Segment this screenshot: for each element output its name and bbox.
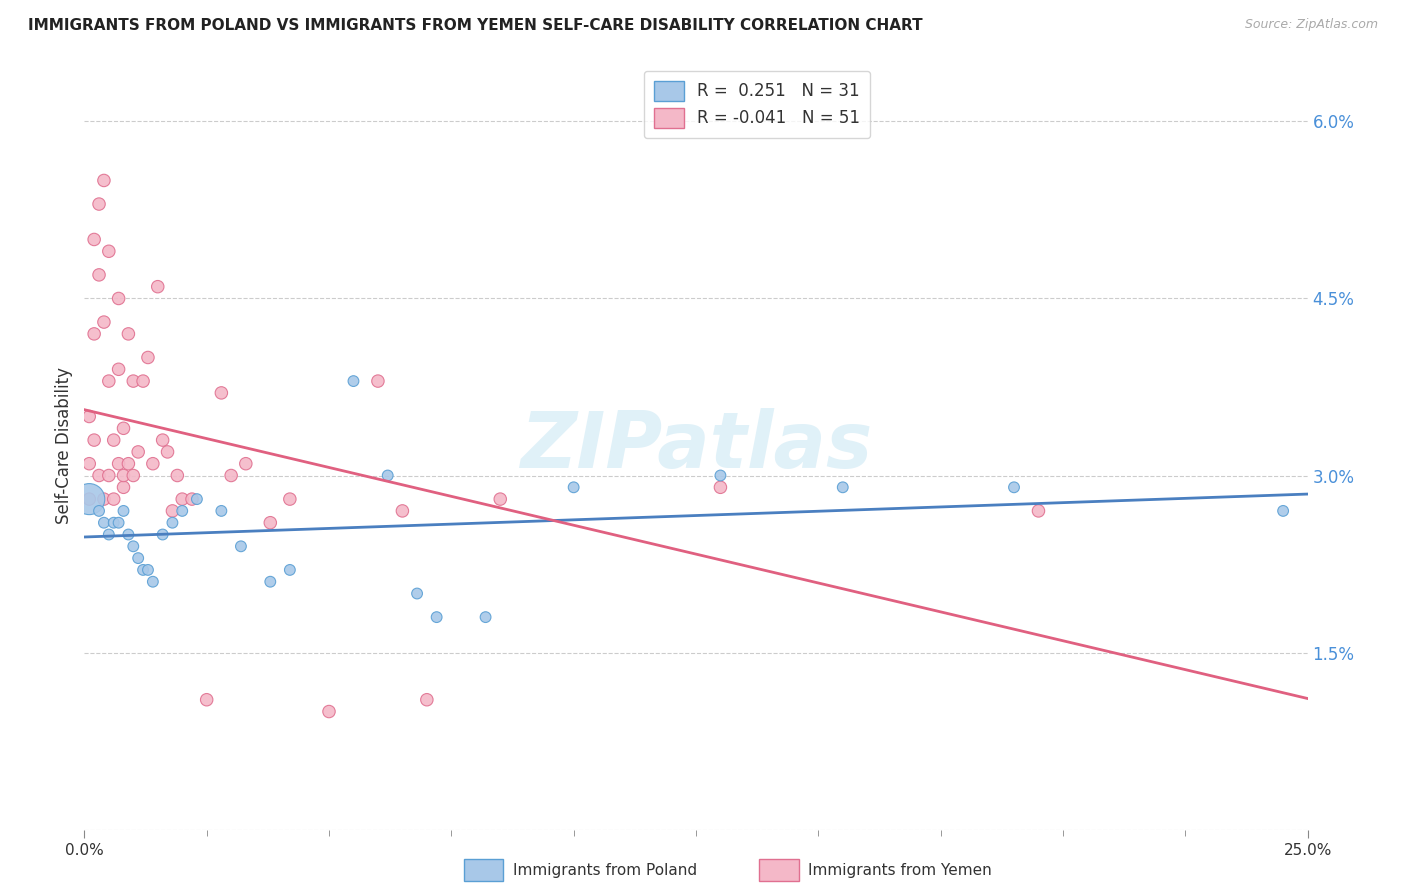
Point <box>152 433 174 447</box>
Point <box>342 374 364 388</box>
Point <box>229 539 252 553</box>
Text: Immigrants from Yemen: Immigrants from Yemen <box>808 863 993 878</box>
Point <box>87 197 110 211</box>
Point <box>87 268 110 282</box>
Point <box>77 409 100 424</box>
Point <box>1028 504 1050 518</box>
Point <box>156 445 179 459</box>
Point <box>127 551 149 566</box>
Point <box>172 492 194 507</box>
Point <box>172 504 194 518</box>
Point <box>122 468 145 483</box>
Point <box>122 539 145 553</box>
Point <box>406 586 429 600</box>
Point <box>259 516 281 530</box>
Point <box>146 279 169 293</box>
Point <box>112 468 135 483</box>
Point <box>103 433 125 447</box>
Point <box>377 468 399 483</box>
Text: Source: ZipAtlas.com: Source: ZipAtlas.com <box>1244 18 1378 31</box>
Point <box>166 468 188 483</box>
Point <box>93 173 115 187</box>
Point <box>562 480 585 494</box>
Point <box>132 374 155 388</box>
Point <box>162 516 184 530</box>
Text: ZIPatlas: ZIPatlas <box>520 408 872 484</box>
Point <box>103 516 125 530</box>
Point <box>474 610 496 624</box>
Point <box>278 492 301 507</box>
Point <box>142 457 165 471</box>
Y-axis label: Self-Care Disability: Self-Care Disability <box>55 368 73 524</box>
Point <box>1002 480 1025 494</box>
Point <box>87 468 110 483</box>
Point <box>107 516 129 530</box>
Point <box>93 492 115 507</box>
Point <box>1272 504 1295 518</box>
Point <box>117 527 139 541</box>
Point <box>112 421 135 435</box>
Point <box>132 563 155 577</box>
Point <box>87 504 110 518</box>
Point <box>112 504 135 518</box>
Point <box>97 374 120 388</box>
Point <box>107 292 129 306</box>
Point <box>97 468 120 483</box>
Point <box>391 504 413 518</box>
Point <box>186 492 208 507</box>
Point <box>831 480 853 494</box>
Point <box>97 527 120 541</box>
Point <box>489 492 512 507</box>
Point <box>97 244 120 259</box>
Point <box>107 457 129 471</box>
Point <box>117 457 139 471</box>
Point <box>77 457 100 471</box>
Point <box>709 468 731 483</box>
Point <box>136 563 159 577</box>
Point <box>426 610 449 624</box>
Legend: R =  0.251   N = 31, R = -0.041   N = 51: R = 0.251 N = 31, R = -0.041 N = 51 <box>644 70 870 138</box>
Point <box>112 480 135 494</box>
Point <box>195 692 218 706</box>
Point <box>278 563 301 577</box>
Point <box>83 433 105 447</box>
Point <box>83 326 105 341</box>
Point <box>122 374 145 388</box>
Point <box>103 492 125 507</box>
Point <box>83 232 105 246</box>
Point <box>181 492 204 507</box>
Point <box>219 468 242 483</box>
Point <box>117 326 139 341</box>
Point <box>127 445 149 459</box>
Point <box>318 705 340 719</box>
Point <box>367 374 389 388</box>
Point <box>93 516 115 530</box>
Point <box>259 574 281 589</box>
Point <box>77 492 100 507</box>
Point <box>209 504 232 518</box>
Text: IMMIGRANTS FROM POLAND VS IMMIGRANTS FROM YEMEN SELF-CARE DISABILITY CORRELATION: IMMIGRANTS FROM POLAND VS IMMIGRANTS FRO… <box>28 18 922 33</box>
Point <box>142 574 165 589</box>
Point <box>709 480 731 494</box>
Point <box>77 492 100 507</box>
Point <box>416 692 439 706</box>
Point <box>107 362 129 376</box>
Point <box>136 351 159 365</box>
Point <box>209 385 232 400</box>
Point <box>152 527 174 541</box>
Point <box>162 504 184 518</box>
Point <box>93 315 115 329</box>
Point <box>235 457 257 471</box>
Text: Immigrants from Poland: Immigrants from Poland <box>513 863 697 878</box>
